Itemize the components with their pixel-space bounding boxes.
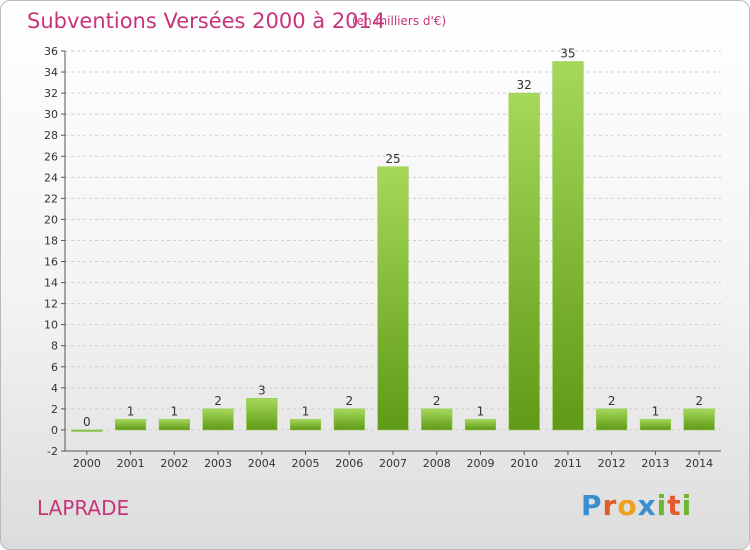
bar-2010 — [508, 92, 540, 431]
x-tick-label-2010: 2010 — [510, 457, 538, 470]
x-tick-label-2000: 2000 — [73, 457, 101, 470]
commune-name: LAPRADE — [37, 496, 130, 520]
x-tick-label-2008: 2008 — [423, 457, 451, 470]
y-tick-label: 6 — [51, 361, 58, 374]
y-tick-label: 36 — [44, 45, 58, 58]
data-label-2012: 2 — [608, 394, 616, 408]
x-tick-label-2013: 2013 — [641, 457, 669, 470]
bar-2002 — [158, 419, 190, 431]
data-label-2013: 1 — [652, 404, 660, 418]
bar-2000 — [71, 429, 103, 432]
bar-2014 — [683, 408, 715, 431]
chart-title: Subventions Versées 2000 à 2014 — [27, 9, 386, 33]
bar-2012 — [596, 408, 628, 431]
y-tick-label: 28 — [44, 129, 58, 142]
y-tick-label: 34 — [44, 66, 58, 79]
y-tick-label: 2 — [51, 403, 58, 416]
bar-2004 — [246, 398, 278, 431]
data-label-2001: 1 — [127, 404, 135, 418]
y-tick-label: 20 — [44, 213, 58, 226]
y-tick-label: -2 — [47, 445, 58, 458]
y-tick-label: 26 — [44, 150, 58, 163]
bar-2011 — [552, 61, 584, 431]
bar-2008 — [421, 408, 453, 431]
y-tick-label: 18 — [44, 234, 58, 247]
data-label-2010: 32 — [517, 78, 532, 92]
data-label-2009: 1 — [477, 404, 485, 418]
x-tick-label-2011: 2011 — [554, 457, 582, 470]
y-tick-label: 4 — [51, 382, 58, 395]
bar-2006 — [333, 408, 365, 431]
bar-2013 — [639, 419, 671, 431]
x-tick-label-2001: 2001 — [117, 457, 145, 470]
data-label-2002: 1 — [171, 404, 179, 418]
x-tick-label-2014: 2014 — [685, 457, 713, 470]
x-tick-label-2004: 2004 — [248, 457, 276, 470]
y-tick-label: 0 — [51, 424, 58, 437]
labels: 0 2000 1 2001 1 2002 2 2003 3 2004 1 2005 2 2006 25 200… — [73, 47, 713, 470]
x-tick-label-2007: 2007 — [379, 457, 407, 470]
data-label-2000: 0 — [83, 415, 91, 429]
data-label-2007: 25 — [385, 152, 400, 166]
x-tick-label-2002: 2002 — [160, 457, 188, 470]
x-tick-label-2003: 2003 — [204, 457, 232, 470]
y-tick-label: 12 — [44, 298, 58, 311]
proxiti-logo[interactable]: Proxiti — [581, 489, 693, 522]
y-tick-label: 32 — [44, 87, 58, 100]
y-tick-label: 30 — [44, 108, 58, 121]
x-tick-label-2005: 2005 — [292, 457, 320, 470]
bar-2007 — [377, 166, 409, 431]
chart-unit-label: (en milliers d'€) — [352, 14, 447, 28]
data-label-2011: 35 — [560, 47, 575, 61]
data-label-2003: 2 — [214, 394, 222, 408]
bar-2003 — [202, 408, 234, 431]
data-label-2008: 2 — [433, 394, 441, 408]
data-label-2006: 2 — [345, 394, 353, 408]
bar-2005 — [289, 419, 322, 431]
data-label-2004: 3 — [258, 383, 266, 397]
y-tick-label: 8 — [51, 340, 58, 353]
bar-2001 — [115, 419, 147, 431]
x-tick-label-2006: 2006 — [335, 457, 363, 470]
x-tick-label-2012: 2012 — [598, 457, 626, 470]
data-label-2014: 2 — [695, 394, 703, 408]
bars — [71, 61, 715, 432]
bar-2009 — [464, 419, 497, 431]
y-tick-label: 24 — [44, 171, 58, 184]
y-tick-label: 14 — [44, 277, 58, 290]
y-tick-label: 10 — [44, 319, 58, 332]
data-label-2005: 1 — [302, 404, 310, 418]
y-tick-label: 22 — [44, 192, 58, 205]
y-tick-label: 16 — [44, 256, 58, 269]
x-tick-label-2009: 2009 — [466, 457, 494, 470]
